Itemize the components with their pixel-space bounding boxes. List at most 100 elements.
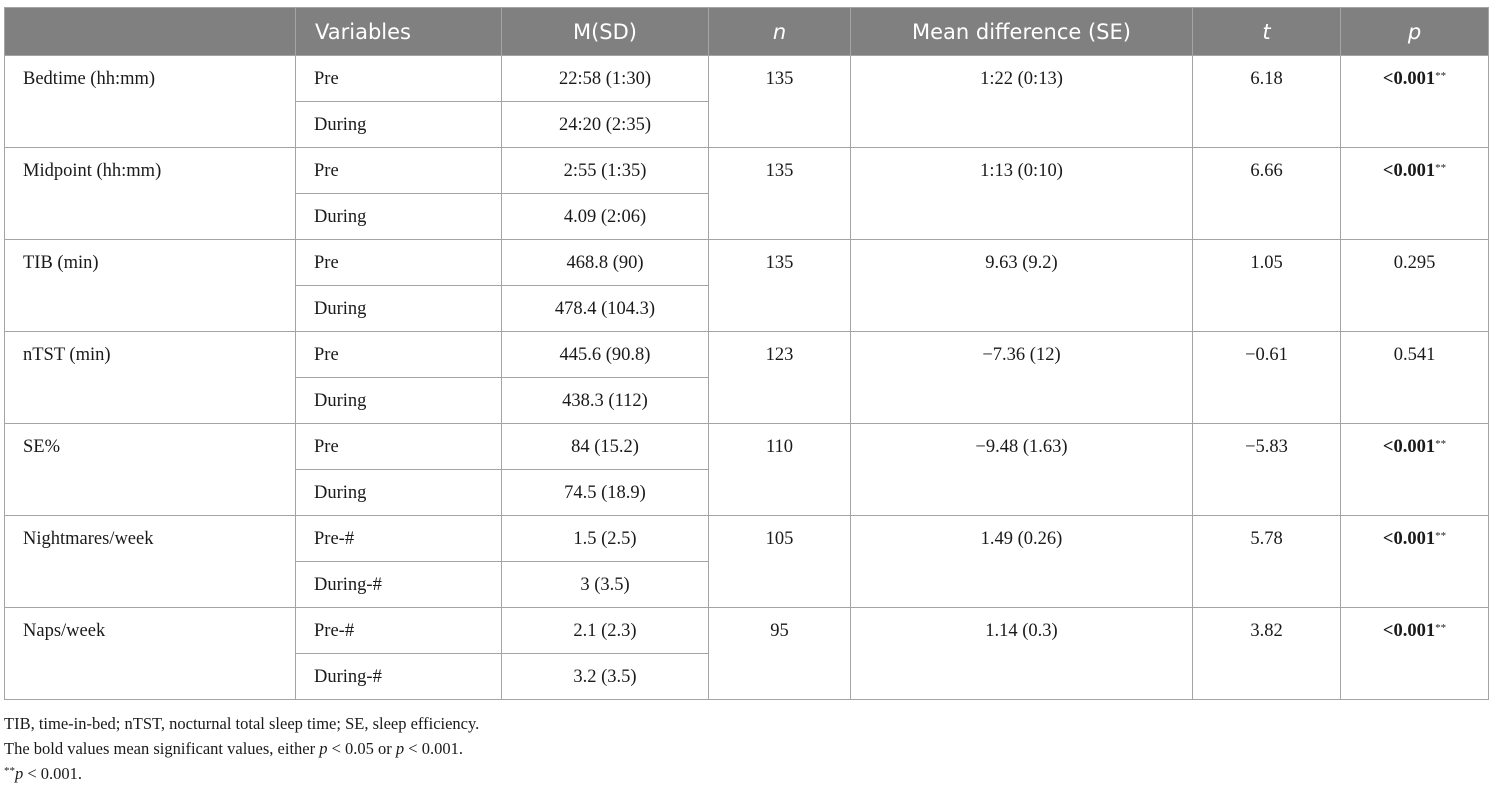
n-value: 95 bbox=[708, 607, 851, 700]
mean-diff-value: 1:13 (0:10) bbox=[850, 147, 1193, 240]
pre-msd: 84 (15.2) bbox=[501, 423, 709, 470]
n-value: 110 bbox=[708, 423, 851, 516]
table-row: Naps/week Pre-# 2.1 (2.3) 95 1.14 (0.3) 3.82 <… bbox=[4, 607, 1489, 700]
note-bold-prefix: The bold values mean significant values,… bbox=[4, 739, 320, 758]
t-value: 5.78 bbox=[1192, 515, 1341, 608]
table-subrow: During 478.4 (104.3) bbox=[5, 285, 1489, 332]
table-row: nTST (min) Pre 445.6 (90.8) 123 −7.36 (12) −0… bbox=[4, 331, 1489, 424]
t-value: −5.83 bbox=[1192, 423, 1341, 516]
during-msd: 478.4 (104.3) bbox=[501, 285, 709, 332]
header-row: Variables M(SD) n Mean difference (SE) t… bbox=[4, 7, 1489, 56]
n-value: 135 bbox=[708, 55, 851, 148]
variable-name: SE% bbox=[4, 423, 296, 516]
p-significance-mark: ** bbox=[1435, 438, 1447, 450]
note-star-mark: ** bbox=[4, 765, 15, 777]
table-row: TIB (min) Pre 468.8 (90) 135 9.63 (9.2) 1.05 0… bbox=[4, 239, 1489, 332]
table-subrow: During 24:20 (2:35) bbox=[5, 101, 1489, 148]
p-significance-mark: ** bbox=[1435, 162, 1447, 174]
note-star-threshold: < 0.001. bbox=[23, 764, 83, 783]
mean-diff-value: 1:22 (0:13) bbox=[850, 55, 1193, 148]
table-notes: TIB, time-in-bed; nTST, nocturnal total … bbox=[4, 711, 479, 786]
p-value-cell: <0.001** bbox=[1340, 607, 1489, 700]
variable-name: Midpoint (hh:mm) bbox=[4, 147, 296, 240]
p-value: <0.001 bbox=[1382, 69, 1436, 89]
t-value: 3.82 bbox=[1192, 607, 1341, 700]
header-msd: M(SD) bbox=[501, 7, 709, 56]
p-value-cell: <0.001** bbox=[1340, 55, 1489, 148]
t-value: 6.18 bbox=[1192, 55, 1341, 148]
during-label: During bbox=[295, 101, 502, 148]
pre-label: Pre bbox=[295, 331, 502, 378]
variable-name: Bedtime (hh:mm) bbox=[4, 55, 296, 148]
table-subrow: During-# 3 (3.5) bbox=[5, 561, 1489, 608]
during-msd: 24:20 (2:35) bbox=[501, 101, 709, 148]
pre-msd: 2.1 (2.3) bbox=[501, 607, 709, 654]
table-row: SE% Pre 84 (15.2) 110 −9.48 (1.63) −5.83 <0.00… bbox=[4, 423, 1489, 516]
note-p-symbol: p bbox=[319, 739, 328, 758]
note-abbreviations: TIB, time-in-bed; nTST, nocturnal total … bbox=[4, 714, 480, 733]
p-value-cell: 0.295 bbox=[1340, 239, 1489, 332]
table-subrow: During 4.09 (2:06) bbox=[5, 193, 1489, 240]
note-bold-threshold-2: < 0.001. bbox=[404, 739, 463, 758]
table-row: Nightmares/week Pre-# 1.5 (2.5) 105 1.49 (0.… bbox=[4, 515, 1489, 608]
n-value: 135 bbox=[708, 239, 851, 332]
during-label: During bbox=[295, 469, 502, 516]
header-variables: Variables bbox=[295, 7, 502, 56]
during-label: During-# bbox=[295, 561, 502, 608]
header-n: n bbox=[708, 7, 851, 56]
variable-name: nTST (min) bbox=[4, 331, 296, 424]
p-value-cell: 0.541 bbox=[1340, 331, 1489, 424]
p-value-cell: <0.001** bbox=[1340, 423, 1489, 516]
t-value: −0.61 bbox=[1192, 331, 1341, 424]
p-value: 0.295 bbox=[1393, 253, 1436, 273]
pre-label: Pre bbox=[295, 239, 502, 286]
table-subrow: During-# 3.2 (3.5) bbox=[5, 653, 1489, 700]
p-significance-mark: ** bbox=[1435, 70, 1447, 82]
p-significance-mark: ** bbox=[1435, 622, 1447, 634]
pre-label: Pre bbox=[295, 55, 502, 102]
pre-label: Pre bbox=[295, 423, 502, 470]
header-p: p bbox=[1340, 7, 1489, 56]
header-t: t bbox=[1192, 7, 1341, 56]
during-msd: 74.5 (18.9) bbox=[501, 469, 709, 516]
p-value-cell: <0.001** bbox=[1340, 147, 1489, 240]
p-value: <0.001 bbox=[1382, 161, 1436, 181]
during-msd: 438.3 (112) bbox=[501, 377, 709, 424]
during-msd: 3.2 (3.5) bbox=[501, 653, 709, 700]
mean-diff-value: −9.48 (1.63) bbox=[850, 423, 1193, 516]
p-value: <0.001 bbox=[1382, 621, 1436, 641]
table-row: Midpoint (hh:mm) Pre 2:55 (1:35) 135 1:13 (0… bbox=[4, 147, 1489, 240]
note-p-symbol: p bbox=[395, 739, 405, 758]
variable-name: Nightmares/week bbox=[4, 515, 296, 608]
mean-diff-value: 1.14 (0.3) bbox=[850, 607, 1193, 700]
table-row: Bedtime (hh:mm) Pre 22:58 (1:30) 135 1:22 (0… bbox=[4, 55, 1489, 148]
pre-label: Pre bbox=[295, 147, 502, 194]
table-subrow: During 74.5 (18.9) bbox=[5, 469, 1489, 516]
p-value: <0.001 bbox=[1382, 529, 1436, 549]
note-bold-threshold-1: < 0.05 or bbox=[327, 739, 396, 758]
variable-name: Naps/week bbox=[4, 607, 296, 700]
pre-label: Pre-# bbox=[295, 607, 502, 654]
header-mean-diff: Mean difference (SE) bbox=[850, 7, 1193, 56]
during-label: During bbox=[295, 285, 502, 332]
mean-diff-value: 1.49 (0.26) bbox=[850, 515, 1193, 608]
n-value: 135 bbox=[708, 147, 851, 240]
during-label: During-# bbox=[295, 653, 502, 700]
during-msd: 3 (3.5) bbox=[501, 561, 709, 608]
n-value: 123 bbox=[708, 331, 851, 424]
t-value: 6.66 bbox=[1192, 147, 1341, 240]
during-msd: 4.09 (2:06) bbox=[501, 193, 709, 240]
note-significance: **p < 0.001. bbox=[4, 761, 479, 786]
header-blank bbox=[4, 7, 296, 56]
pre-msd: 2:55 (1:35) bbox=[501, 147, 709, 194]
p-value: <0.001 bbox=[1382, 437, 1436, 457]
pre-msd: 22:58 (1:30) bbox=[501, 55, 709, 102]
n-value: 105 bbox=[708, 515, 851, 608]
results-table: Variables M(SD) n Mean difference (SE) t… bbox=[4, 7, 1489, 700]
p-value-cell: <0.001** bbox=[1340, 515, 1489, 608]
pre-msd: 445.6 (90.8) bbox=[501, 331, 709, 378]
pre-msd: 468.8 (90) bbox=[501, 239, 709, 286]
note-bold-values: The bold values mean significant values,… bbox=[4, 736, 479, 761]
p-significance-mark: ** bbox=[1435, 530, 1447, 542]
pre-msd: 1.5 (2.5) bbox=[501, 515, 709, 562]
